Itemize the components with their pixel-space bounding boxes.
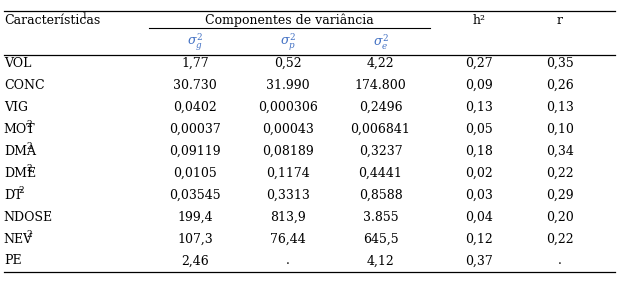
Text: 813,9: 813,9 [270,210,306,223]
Text: 0,37: 0,37 [465,255,493,268]
Text: 174.800: 174.800 [355,79,407,92]
Text: 0,00043: 0,00043 [262,123,314,136]
Text: DMA: DMA [4,144,36,158]
Text: 0,26: 0,26 [546,79,574,92]
Text: 0,27: 0,27 [465,57,493,70]
Text: 0,18: 0,18 [465,144,493,158]
Text: 31.990: 31.990 [266,79,310,92]
Text: 645,5: 645,5 [363,233,399,246]
Text: h²: h² [473,14,486,27]
Text: 0,2496: 0,2496 [359,101,402,114]
Text: VIG: VIG [4,101,28,114]
Text: 0,22: 0,22 [546,233,573,246]
Text: DT: DT [4,188,22,201]
Text: 2: 2 [26,120,32,129]
Text: 0,09: 0,09 [465,79,493,92]
Text: .: . [286,255,290,268]
Text: 0,13: 0,13 [546,101,574,114]
Text: $\sigma_p^2$: $\sigma_p^2$ [280,32,296,53]
Text: MOT: MOT [4,123,35,136]
Text: 0,0105: 0,0105 [173,166,217,179]
Text: 0,13: 0,13 [465,101,493,114]
Text: 0,20: 0,20 [546,210,574,223]
Text: 0,08189: 0,08189 [262,144,314,158]
Text: 199,4: 199,4 [178,210,213,223]
Text: 0,35: 0,35 [546,57,574,70]
Text: 76,44: 76,44 [270,233,306,246]
Text: 1,77: 1,77 [181,57,209,70]
Text: 0,02: 0,02 [465,166,493,179]
Text: 0,3237: 0,3237 [359,144,402,158]
Text: 30.730: 30.730 [173,79,217,92]
Text: 4,22: 4,22 [366,57,394,70]
Text: 3.855: 3.855 [363,210,399,223]
Text: 0,03: 0,03 [465,188,493,201]
Text: 0,12: 0,12 [465,233,493,246]
Text: $\sigma_e^2$: $\sigma_e^2$ [373,33,389,52]
Text: .: . [558,255,561,268]
Text: 0,0402: 0,0402 [173,101,217,114]
Text: 0,34: 0,34 [546,144,574,158]
Text: 0,4441: 0,4441 [358,166,402,179]
Text: VOL: VOL [4,57,31,70]
Text: PE: PE [4,255,22,268]
Text: 0,52: 0,52 [274,57,301,70]
Text: 2: 2 [26,164,32,173]
Text: 0,03545: 0,03545 [170,188,221,201]
Text: 0,10: 0,10 [546,123,574,136]
Text: 0,04: 0,04 [465,210,493,223]
Text: 0,3313: 0,3313 [266,188,310,201]
Text: 2: 2 [26,230,32,239]
Text: 0,00037: 0,00037 [170,123,221,136]
Text: 0,09119: 0,09119 [170,144,221,158]
Text: 2: 2 [26,142,32,151]
Text: NEV: NEV [4,233,33,246]
Text: NDOSE: NDOSE [4,210,53,223]
Text: 0,1174: 0,1174 [266,166,310,179]
Text: 0,22: 0,22 [546,166,573,179]
Text: 0,8588: 0,8588 [358,188,402,201]
Text: Características: Características [4,14,100,27]
Text: 4,12: 4,12 [366,255,394,268]
Text: $\sigma_g^2$: $\sigma_g^2$ [188,32,203,53]
Text: 2: 2 [19,186,24,195]
Text: 2,46: 2,46 [181,255,209,268]
Text: 0,29: 0,29 [546,188,573,201]
Text: 0,000306: 0,000306 [258,101,318,114]
Text: 1: 1 [82,11,88,20]
Text: 0,006841: 0,006841 [350,123,410,136]
Text: 107,3: 107,3 [178,233,213,246]
Text: r: r [556,14,563,27]
Text: CONC: CONC [4,79,45,92]
Text: DME: DME [4,166,36,179]
Text: 0,05: 0,05 [465,123,493,136]
Text: Componentes de variância: Componentes de variância [205,14,374,27]
